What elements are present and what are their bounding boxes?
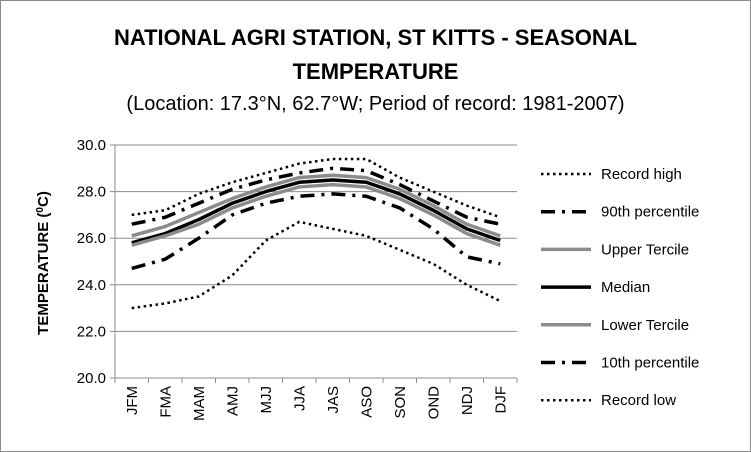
x-tick-label: SON [392, 386, 409, 419]
y-tick-label: 26.0 [77, 230, 106, 247]
legend-label: 90th percentile [601, 204, 699, 221]
x-tick-labels: JFM FMA MAM AMJ MJJ JJA JAS ASO SON OND NDJ DJF [124, 386, 510, 421]
x-tick-label: JFM [124, 386, 141, 415]
y-tick-label: 30.0 [77, 137, 106, 154]
legend-label: Record low [601, 392, 676, 409]
series-lines [131, 157, 501, 310]
series-line-upper-tercile [131, 173, 501, 238]
series-line-record-high [131, 157, 501, 219]
x-tick-label: NDJ [459, 386, 476, 415]
y-axis-title: TEMPERATURE (0C) [35, 191, 53, 335]
x-tick-label: OND [425, 386, 442, 420]
legend-label: 10th percentile [601, 355, 699, 372]
x-tick-label: AMJ [224, 386, 241, 416]
x-tick-label: JAS [325, 386, 342, 414]
y-axis-title-unit: C) [35, 191, 52, 207]
chart-title-line1: NATIONAL AGRI STATION, ST KITTS - SEASON… [113, 25, 638, 50]
legend-label: Upper Tercile [601, 241, 689, 258]
y-tick-label: 28.0 [77, 184, 106, 201]
y-tick-label: 20.0 [77, 370, 106, 387]
x-tick-label: DJF [492, 386, 509, 414]
x-tick-label: MJJ [258, 386, 275, 414]
y-tick-labels: 20.0 22.0 24.0 26.0 28.0 30.0 [77, 137, 106, 387]
y-tick-label: 24.0 [77, 277, 106, 294]
series-line-record-low [131, 220, 501, 310]
series-line-lower-tercile [131, 182, 501, 247]
y-tick-label: 22.0 [77, 323, 106, 340]
y-axis-title-superscript: 0 [35, 207, 46, 213]
chart-title-line2: TEMPERATURE [292, 59, 459, 84]
grid-lines [115, 144, 517, 332]
chart-subtitle: (Location: 17.3°N, 62.7°W; Period of rec… [126, 93, 625, 115]
x-tick-label: JJA [291, 386, 308, 411]
legend: Record high 90th percentile Upper Tercile M… [541, 166, 699, 409]
series-line-10th-percentile [131, 192, 501, 271]
legend-label: Lower Tercile [601, 317, 689, 334]
x-tick-label: FMA [157, 386, 174, 418]
series-line-90th-percentile [131, 166, 501, 226]
legend-label: Median [601, 279, 650, 296]
x-tick-label: MAM [191, 386, 208, 421]
y-axis-title-main: TEMPERATURE ( [35, 213, 52, 335]
axes [110, 144, 518, 383]
x-tick-label: ASO [358, 386, 375, 418]
legend-label: Record high [601, 166, 682, 183]
series-line-median [131, 178, 501, 245]
